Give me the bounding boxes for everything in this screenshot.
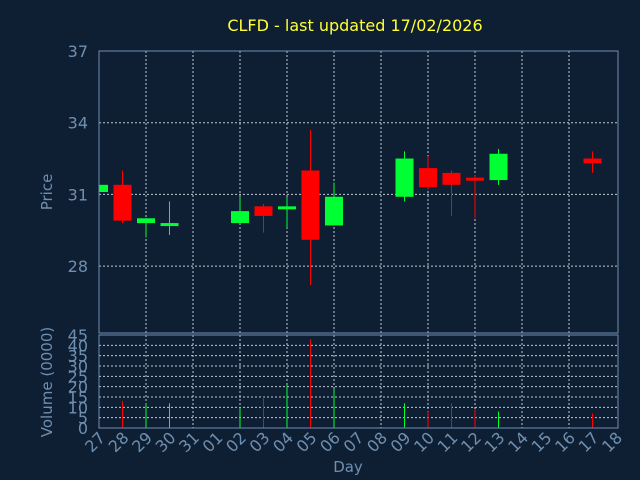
- price-tick-label: 37: [68, 42, 88, 61]
- candle-body: [466, 177, 484, 181]
- candle-body: [489, 153, 508, 181]
- volume-tick-label: 5: [78, 409, 88, 428]
- candle-body: [231, 211, 249, 224]
- volume-tick-label: 40: [68, 336, 88, 355]
- candle-body: [254, 206, 273, 216]
- volume-tick-label: 45: [68, 326, 88, 345]
- x-axis-label: Day: [333, 458, 363, 476]
- volume-tick-label: 10: [68, 398, 88, 417]
- volume-tick-label: 35: [68, 347, 88, 366]
- price-axis-label: Price: [38, 174, 56, 211]
- price-tick-label: 28: [68, 257, 88, 276]
- chart-title: CLFD - last updated 17/02/2026: [227, 16, 482, 35]
- candle-body: [137, 218, 155, 224]
- price-tick-label: 31: [68, 185, 88, 204]
- candle-body: [301, 170, 320, 240]
- candle-body: [325, 196, 343, 226]
- candle-body: [419, 168, 437, 188]
- volume-axis-label: Volume (0000): [38, 327, 56, 437]
- volume-tick-label: 20: [68, 378, 88, 397]
- candle-body: [395, 158, 414, 197]
- x-tick-label: 18: [598, 428, 626, 456]
- volume-panel-frame: [98, 334, 619, 429]
- volume-tick-label: 30: [68, 357, 88, 376]
- volume-tick-label: 25: [68, 367, 88, 386]
- candle-body: [113, 184, 132, 221]
- candle-body: [99, 184, 108, 192]
- candle-body: [442, 172, 461, 185]
- volume-tick-label: 15: [68, 388, 88, 407]
- candle-body: [160, 223, 179, 227]
- candle-body: [583, 158, 602, 164]
- volume-tick-label: 0: [78, 419, 88, 438]
- candle-body: [278, 206, 296, 210]
- price-tick-label: 34: [68, 114, 88, 133]
- price-panel-frame: [98, 50, 619, 334]
